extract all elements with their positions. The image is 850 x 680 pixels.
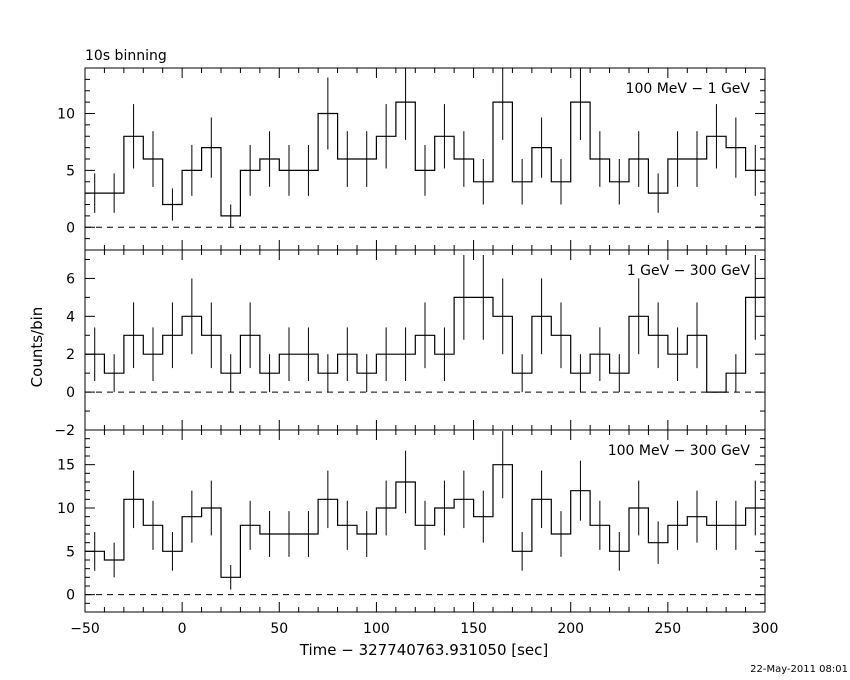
x-tick-label: 200 [557, 621, 584, 637]
panel-3: 0 5 10 15 100 MeV − 300 GeV [57, 429, 766, 613]
x-tick-label: 250 [654, 621, 681, 637]
panel-energy-label: 1 GeV − 300 GeV [627, 263, 751, 279]
y-tick-label: 15 [57, 458, 75, 474]
panel-energy-label: 100 MeV − 300 GeV [608, 443, 751, 459]
count-step-line [85, 464, 765, 578]
count-step-line [85, 101, 765, 217]
y-tick-label: −2 [54, 423, 75, 439]
y-tick-label: 2 [66, 347, 75, 363]
y-axis-label: Counts/bin [28, 307, 46, 388]
x-tick-label: 0 [178, 621, 187, 637]
panel-frame [84, 429, 766, 613]
count-step-line [85, 296, 765, 393]
y-tick-label: 0 [66, 588, 75, 604]
panel-1: 0 5 10 100 MeV − 1 GeV [57, 67, 766, 251]
x-tick-label: 50 [270, 621, 288, 637]
y-tick-label: 5 [66, 163, 75, 179]
date-stamp: 22-May-2011 08:01 [750, 664, 848, 675]
x-tick-label: 150 [460, 621, 487, 637]
binning-label: 10s binning [85, 48, 167, 64]
x-tick-labels: −50 0 50 100 150 200 250 300 [70, 621, 778, 637]
panel-energy-label: 100 MeV − 1 GeV [626, 81, 751, 97]
panel-2: −2 0 2 4 6 1 GeV − 300 GeV [54, 249, 766, 439]
x-tick-label: 300 [752, 621, 779, 637]
x-tick-label: −50 [70, 621, 100, 637]
y-tick-label: 10 [57, 501, 75, 517]
y-tick-label: 10 [57, 107, 75, 123]
y-tick-label: 6 [66, 271, 75, 287]
y-tick-label: 0 [66, 220, 75, 236]
x-tick-label: 100 [363, 621, 390, 637]
x-axis-label: Time − 327740763.931050 [sec] [299, 641, 549, 659]
panels: 0 5 10 100 MeV − 1 GeV −2 0 2 4 6 1 GeV − 300 GeV… [54, 67, 766, 613]
y-tick-label: 4 [66, 309, 75, 325]
y-tick-label: 0 [66, 385, 75, 401]
y-tick-label: 5 [66, 544, 75, 560]
